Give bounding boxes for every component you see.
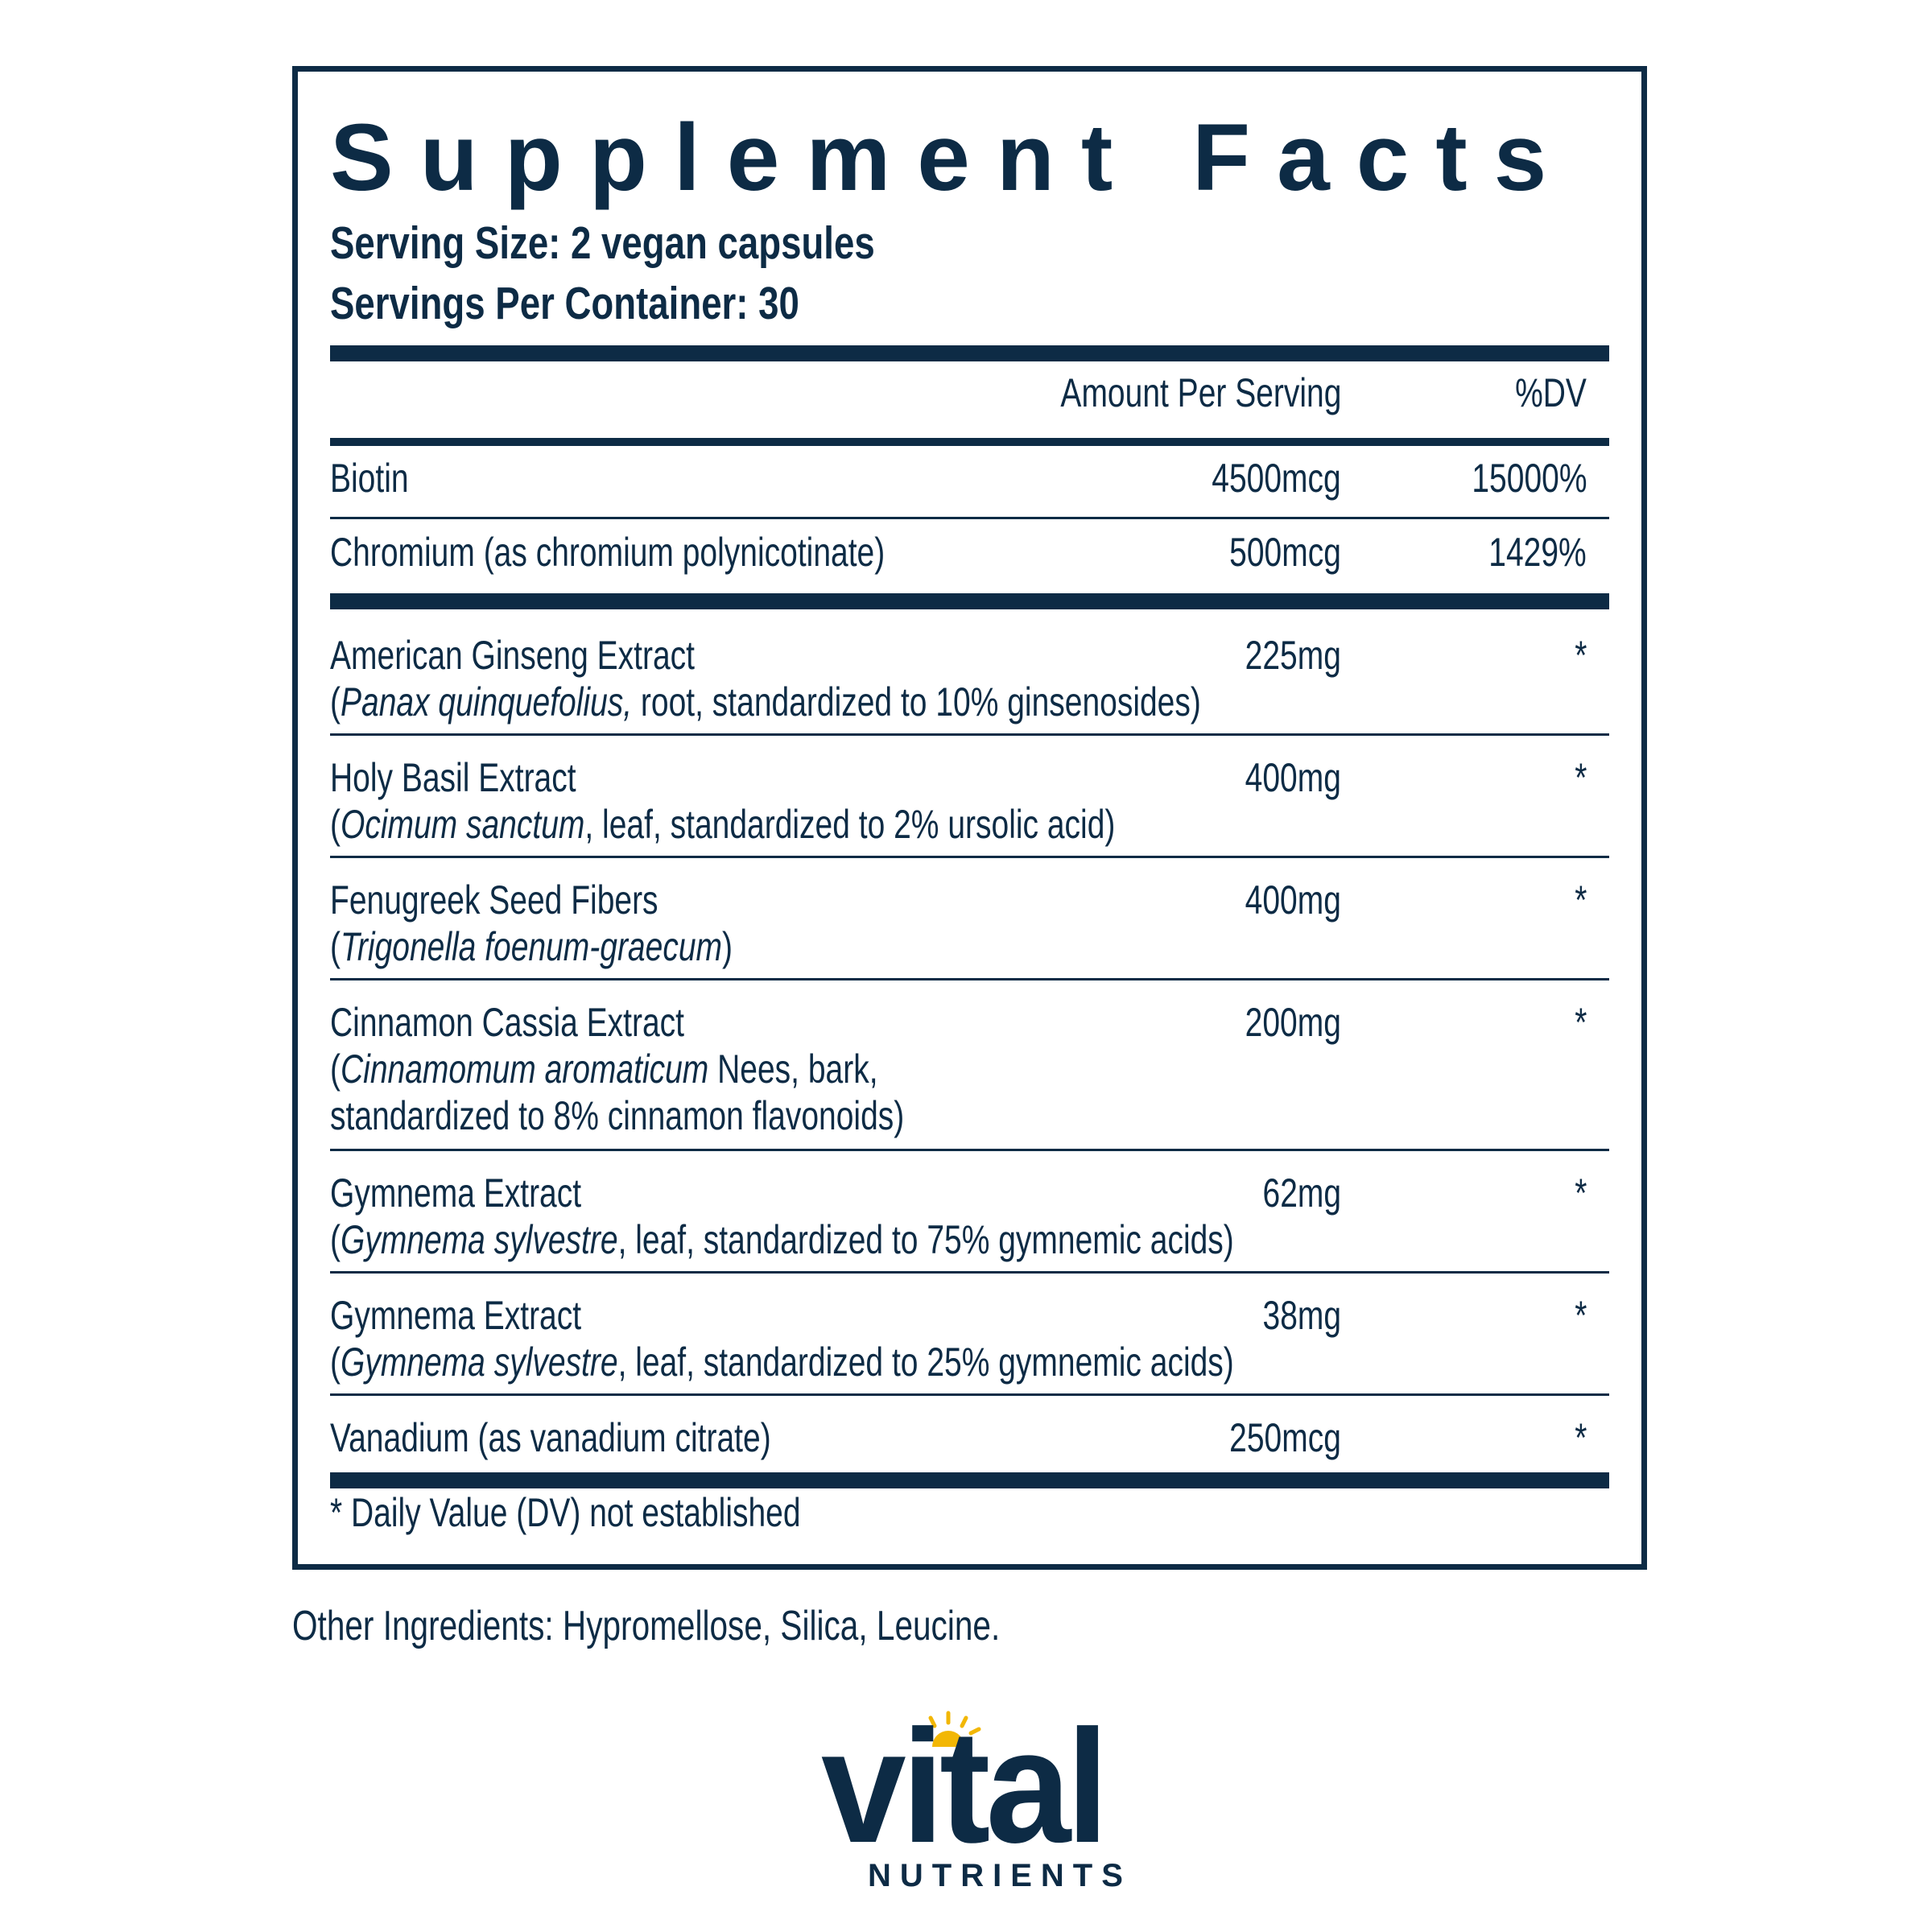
ingredient-dv: * — [1574, 1293, 1587, 1338]
ingredient-source: (Trigonella foenum-graecum) — [330, 924, 733, 969]
ingredient-name: Holy Basil Extract — [330, 755, 576, 800]
ingredient-name: Cinnamon Cassia Extract — [330, 1000, 685, 1045]
ingredient-dv: * — [1574, 1170, 1587, 1216]
brand-logo: vital NUTRIENTS — [821, 1697, 1127, 1894]
nutrient-name: Chromium (as chromium polynicotinate) — [330, 530, 886, 575]
medium-divider — [330, 438, 1609, 446]
row-divider — [330, 517, 1609, 519]
header-dv: %DV — [1515, 370, 1587, 415]
ingredient-dv: * — [1574, 1415, 1587, 1460]
ingredient-amount: 200mg — [1245, 1000, 1341, 1045]
ingredient-amount: 225mg — [1245, 633, 1341, 678]
logo-wordmark: vital — [821, 1697, 1108, 1876]
ingredient-amount: 62mg — [1262, 1170, 1341, 1216]
ingredient-name: American Ginseng Extract — [330, 633, 696, 678]
thick-divider — [330, 1472, 1609, 1488]
nutrient-name: Biotin — [330, 456, 409, 501]
ingredient-source: (Ocimum sanctum, leaf, standardized to 2… — [330, 802, 1116, 847]
row-divider — [330, 1393, 1609, 1396]
nutrient-dv: 1429% — [1488, 530, 1587, 575]
other-ingredients: Other Ingredients: Hypromellose, Silica,… — [292, 1603, 1001, 1649]
ingredient-source: (Gymnema sylvestre, leaf, standardized t… — [330, 1217, 1234, 1262]
header-amount-per-serving: Amount Per Serving — [1059, 370, 1341, 415]
dv-footnote: * Daily Value (DV) not established — [330, 1490, 801, 1535]
ingredient-source: (Cinnamomum aromaticum Nees, bark, — [330, 1046, 878, 1092]
nutrient-amount: 4500mcg — [1212, 456, 1341, 501]
row-divider — [330, 856, 1609, 858]
thick-divider — [330, 345, 1609, 361]
panel-title: Supplement Facts — [330, 105, 1574, 211]
serving-size: Serving Size: 2 vegan capsules — [330, 217, 875, 269]
ingredient-name: Gymnema Extract — [330, 1170, 582, 1216]
ingredient-amount: 250mcg — [1229, 1415, 1341, 1460]
ingredient-source: (Gymnema sylvestre, leaf, standardized t… — [330, 1340, 1234, 1385]
ingredient-amount: 400mg — [1245, 755, 1341, 800]
ingredient-source: (Panax quinquefolius, root, standardized… — [330, 679, 1201, 724]
ingredient-dv: * — [1574, 755, 1587, 800]
nutrient-amount: 500mcg — [1229, 530, 1341, 575]
logo-subtitle: NUTRIENTS — [868, 1858, 1132, 1893]
row-divider — [330, 1271, 1609, 1274]
ingredient-dv: * — [1574, 1000, 1587, 1045]
servings-per-container: Servings Per Container: 30 — [330, 278, 799, 329]
row-divider — [330, 733, 1609, 736]
row-divider — [330, 978, 1609, 980]
ingredient-name: Vanadium (as vanadium citrate) — [330, 1415, 771, 1460]
ingredient-amount: 400mg — [1245, 877, 1341, 923]
supplement-facts-panel: Supplement Facts Serving Size: 2 vegan c… — [292, 66, 1647, 1570]
nutrient-dv: 15000% — [1471, 456, 1587, 501]
sun-icon — [915, 1711, 981, 1747]
ingredient-standardization: standardized to 8% cinnamon flavonoids) — [330, 1093, 905, 1138]
ingredient-dv: * — [1574, 633, 1587, 678]
ingredient-dv: * — [1574, 877, 1587, 923]
ingredient-name: Fenugreek Seed Fibers — [330, 877, 658, 923]
ingredient-amount: 38mg — [1262, 1293, 1341, 1338]
row-divider — [330, 1149, 1609, 1151]
ingredient-name: Gymnema Extract — [330, 1293, 582, 1338]
thick-divider — [330, 593, 1609, 609]
